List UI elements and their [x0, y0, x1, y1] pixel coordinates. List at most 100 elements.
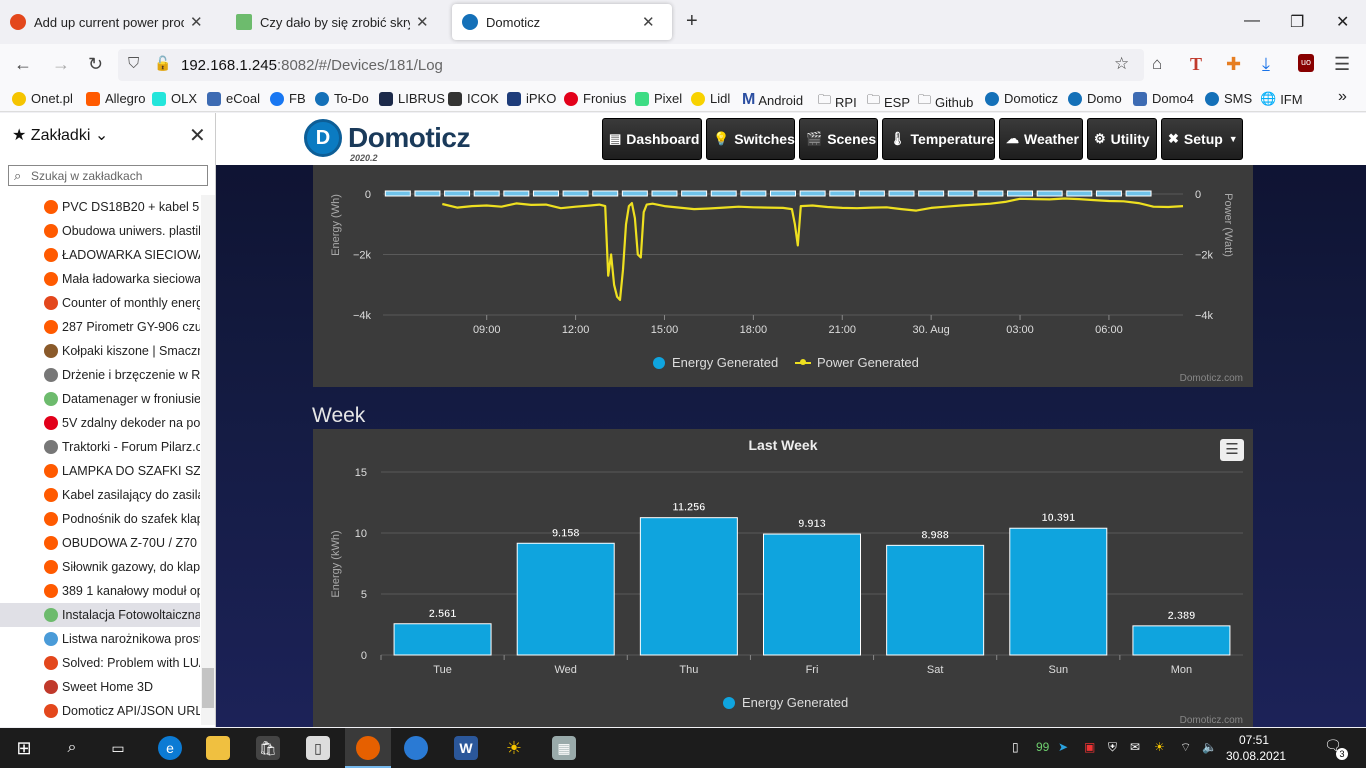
tab-czy-dalo[interactable]: Czy dało by się zrobić skrypt zlic ✕ — [226, 4, 446, 40]
bookmark-fb[interactable]: FB — [270, 91, 306, 106]
clock[interactable]: 07:51 30.08.2021 — [1226, 732, 1286, 764]
bookmark-search-input[interactable]: ⌕ Szukaj w zakładkach — [8, 165, 208, 186]
bookmark-olx[interactable]: OLX — [152, 91, 197, 106]
bookmark-android[interactable]: M Android — [742, 91, 803, 109]
sidebar-scrollbar[interactable] — [201, 195, 215, 725]
legend-energy-generated[interactable]: Energy Generated — [653, 355, 778, 370]
bookmark-fronius[interactable]: Fronius — [564, 91, 626, 106]
close-tab-icon[interactable]: ✕ — [642, 14, 655, 31]
sun-icon[interactable]: ☀ — [505, 737, 523, 758]
bookmark-folder-github[interactable]: 🗀 Github — [918, 91, 973, 113]
chart-menu-icon[interactable]: ☰ — [1220, 439, 1244, 461]
close-tab-icon[interactable]: ✕ — [190, 14, 203, 31]
close-window-icon[interactable]: ✕ — [1336, 14, 1350, 31]
bookmark-domo4[interactable]: Domo4 — [1133, 91, 1194, 106]
bookmark-domo[interactable]: Domo — [1068, 91, 1122, 106]
sidebar-bookmark-item[interactable]: Datamenager w froniusie ... — [0, 387, 200, 411]
reload-icon[interactable]: ↻ — [88, 54, 104, 74]
credit-link[interactable]: Domoticz.com — [1179, 373, 1243, 384]
sidebar-bookmark-item[interactable]: LAMPKA DO SZAFKI SZAF — [0, 459, 200, 483]
url-text[interactable]: 192.168.1.245:8082/#/Devices/181/Log — [181, 57, 443, 74]
store-icon[interactable]: 🛍 — [256, 736, 280, 760]
sidebar-bookmark-item[interactable]: Kołpaki kiszone | Smaczna — [0, 339, 200, 363]
menu-switches[interactable]: 💡 Switches — [706, 118, 795, 160]
forward-icon[interactable]: → — [52, 54, 70, 74]
sidebar-bookmark-item[interactable]: PVC DS18B20 + kabel 5m dł — [0, 195, 200, 219]
menu-weather[interactable]: ☁ Weather — [999, 118, 1083, 160]
legend-power-generated[interactable]: Power Generated — [795, 355, 919, 370]
bookmark-todo[interactable]: To-Do — [315, 91, 369, 106]
bookmark-lidl[interactable]: Lidl — [691, 91, 730, 106]
maximize-icon[interactable]: ❐ — [1290, 14, 1305, 31]
telegram-icon[interactable]: ➤ — [1058, 740, 1069, 754]
search-icon[interactable]: ⌕ — [67, 739, 77, 756]
puzzle-icon[interactable]: ✚ — [1226, 54, 1242, 74]
insecure-lock-icon[interactable]: 🔓 — [154, 55, 172, 71]
close-tab-icon[interactable]: ✕ — [416, 14, 429, 31]
sidebar-bookmark-item[interactable]: Domoticz API/JSON URL's — [0, 699, 200, 723]
word-icon[interactable]: W — [454, 736, 478, 760]
sidebar-bookmark-item[interactable]: OBUDOWA Z-70U / Z70 U — [0, 531, 200, 555]
shield-icon[interactable]: ⛉ — [128, 55, 140, 72]
sidebar-bookmark-item[interactable]: Kabel zasilający do zasilacz — [0, 483, 200, 507]
document-icon[interactable]: ▯ — [306, 736, 330, 760]
sidebar-bookmark-item[interactable]: 5V zdalny dekoder na pod — [0, 411, 200, 435]
home-icon[interactable]: ⌂ — [1152, 54, 1163, 73]
phone-link-icon[interactable]: ▯ — [1012, 740, 1019, 754]
sidebar-bookmark-item[interactable]: Drżenie i brzęczenie w Rav — [0, 363, 200, 387]
mail-icon[interactable]: ✉ — [1130, 740, 1141, 754]
bookmark-ipko[interactable]: iPKO — [507, 91, 556, 106]
mail-cloud-icon[interactable] — [404, 736, 428, 760]
sidebar-bookmark-item[interactable]: Obudowa uniwers. plastik — [0, 219, 200, 243]
sidebar-bookmark-item[interactable]: Siłownik gazowy, do klapy — [0, 555, 200, 579]
sun-tray-icon[interactable]: ☀ — [1154, 740, 1165, 754]
menu-scenes[interactable]: 🎬 Scenes — [799, 118, 878, 160]
bookmark-librus[interactable]: LIBRUS — [379, 91, 445, 106]
task-view-icon[interactable]: ▭ — [111, 739, 125, 756]
ublock-icon[interactable]: uo — [1298, 54, 1314, 72]
file-explorer-icon[interactable] — [206, 736, 230, 760]
bookmark-pixel[interactable]: Pixel — [635, 91, 682, 106]
volume-muted-icon[interactable]: 🔈 — [1202, 740, 1217, 754]
legend-energy-generated[interactable]: Energy Generated — [723, 695, 848, 710]
sidebar-scroll-thumb[interactable] — [202, 668, 214, 708]
sidebar-bookmark-item[interactable]: Solved: Problem with LUA — [0, 651, 200, 675]
sidebar-header[interactable]: ★ Zakładki ⌄ — [12, 125, 108, 145]
tray-counter[interactable]: 99 — [1036, 740, 1050, 754]
menu-dashboard[interactable]: ▤ Dashboard — [602, 118, 702, 160]
tab-add-up-power[interactable]: Add up current power productio ✕ — [0, 4, 220, 40]
sidebar-bookmark-item[interactable]: Counter of monthly energ — [0, 291, 200, 315]
domoticz-logo[interactable]: D Domoticz 2020.2 — [304, 119, 471, 163]
minimize-icon[interactable]: — — [1244, 12, 1260, 29]
sidebar-bookmark-item[interactable]: ŁADOWARKA SIECIOWA U — [0, 243, 200, 267]
bookmark-folder-rpi[interactable]: 🗀 RPI — [818, 91, 857, 113]
menu-icon[interactable]: ☰ — [1334, 54, 1351, 74]
firefox-icon[interactable] — [356, 736, 380, 760]
bookmark-icok[interactable]: ICOK — [448, 91, 499, 106]
new-tab-icon[interactable]: + — [686, 10, 698, 32]
edge-icon[interactable]: e — [158, 736, 182, 760]
sidebar-bookmark-item[interactable]: Listwa narożnikowa prosta — [0, 627, 200, 651]
recorder-icon[interactable]: ▣ — [1084, 740, 1096, 754]
sidebar-bookmark-item[interactable]: Instalacja Fotowoltaiczna - — [0, 603, 200, 627]
wifi-icon[interactable]: ⌔ — [1180, 740, 1192, 754]
sidebar-bookmark-item[interactable]: 389 1 kanałowy moduł opt — [0, 579, 200, 603]
bookmark-ifm[interactable]: 🌐 IFM — [1260, 91, 1303, 107]
sidebar-bookmark-item[interactable]: 287 Pirometr GY-906 czujn — [0, 315, 200, 339]
more-bookmarks-icon[interactable]: » — [1338, 88, 1347, 105]
menu-temperature[interactable]: 🌡 Temperature — [882, 118, 995, 160]
security-shield-icon[interactable]: ⛨ — [1108, 740, 1118, 754]
bookmark-onet[interactable]: Onet.pl — [12, 91, 73, 106]
bookmark-ecoal[interactable]: eCoal — [207, 91, 260, 106]
sidebar-bookmark-item[interactable]: Sweet Home 3D — [0, 675, 200, 699]
bookmark-sms[interactable]: SMS — [1205, 91, 1252, 106]
menu-setup[interactable]: ✖ Setup ▼ — [1161, 118, 1243, 160]
bookmark-domoticz[interactable]: Domoticz — [985, 91, 1058, 106]
calculator-icon[interactable]: ▦ — [552, 736, 576, 760]
credit-link[interactable]: Domoticz.com — [1179, 715, 1243, 726]
sidebar-bookmark-item[interactable]: Mała ładowarka sieciowa ... — [0, 267, 200, 291]
download-icon[interactable]: ⤓ — [1262, 54, 1270, 74]
bookmark-allegro[interactable]: Allegro — [86, 91, 145, 106]
menu-utility[interactable]: ⚙ Utility — [1087, 118, 1157, 160]
address-bar[interactable]: ⛉ 🔓 192.168.1.245:8082/#/Devices/181/Log… — [118, 49, 1144, 81]
